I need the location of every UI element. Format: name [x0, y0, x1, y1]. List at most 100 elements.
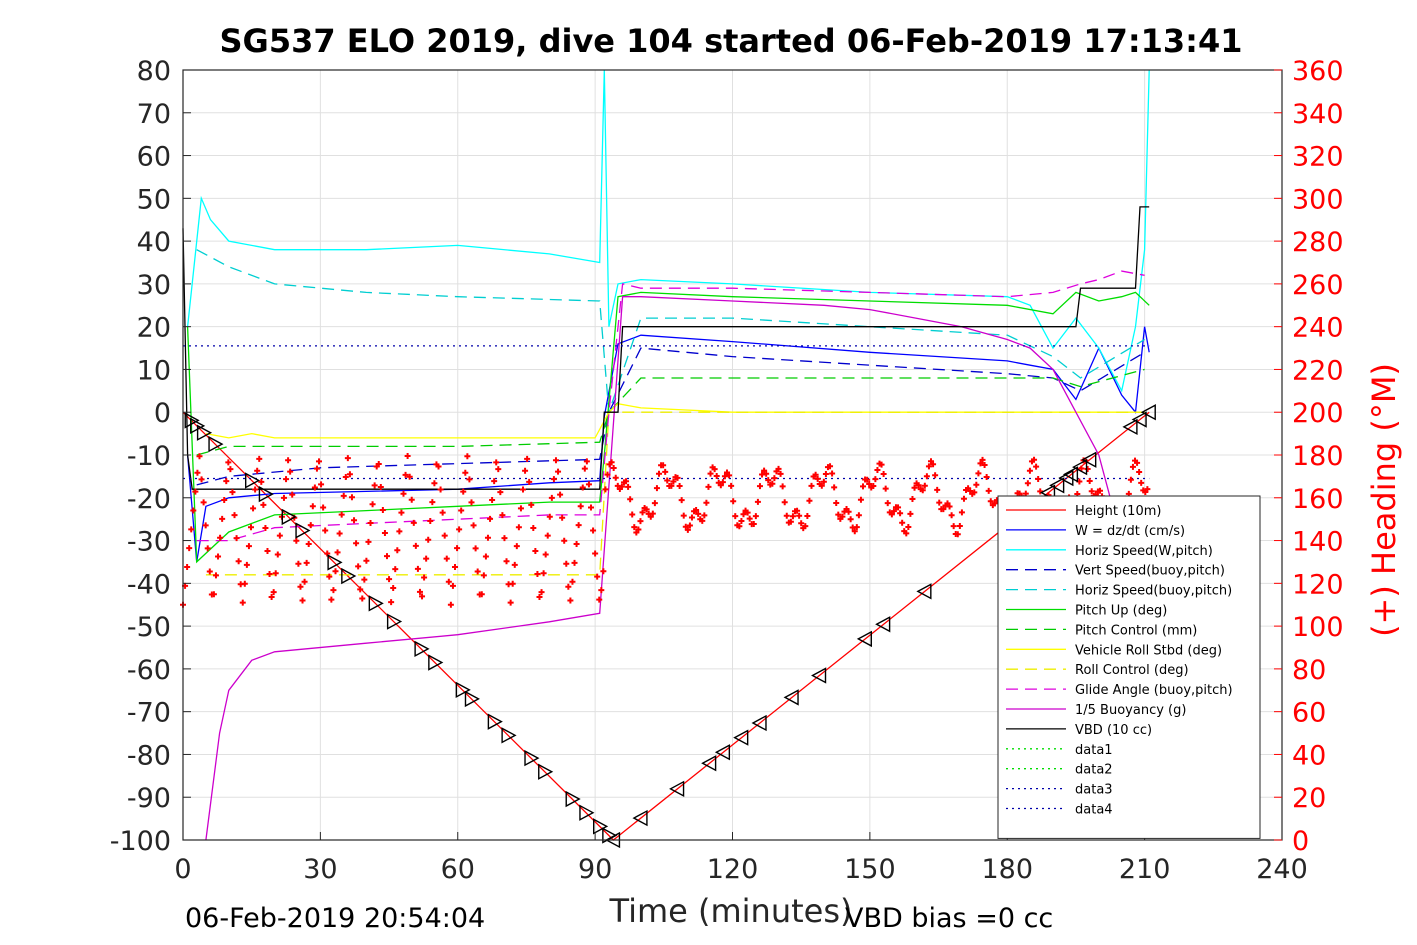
heading-marker	[796, 512, 803, 519]
attitude-marker	[244, 472, 261, 489]
heading-marker	[198, 476, 205, 483]
heading-marker	[548, 494, 555, 501]
heading-marker	[520, 486, 527, 493]
heading-marker	[231, 512, 238, 519]
heading-marker	[598, 587, 605, 594]
heading-marker	[493, 459, 500, 466]
heading-marker	[445, 578, 452, 585]
heading-marker	[682, 523, 689, 530]
heading-marker	[384, 553, 391, 560]
heading-marker	[979, 456, 986, 463]
heading-marker	[761, 467, 768, 474]
attitude-marker	[327, 554, 343, 571]
y-tick-label: 20	[137, 313, 171, 344]
heading-marker	[740, 511, 747, 518]
heading-marker	[864, 476, 871, 483]
attitude-marker	[208, 435, 224, 453]
heading-marker	[184, 564, 191, 571]
heading-marker	[377, 483, 384, 490]
heading-marker	[552, 457, 559, 464]
series-layer	[182, 69, 1150, 841]
attitude-marker	[524, 749, 540, 767]
heading-marker	[775, 465, 782, 472]
right-tick-label: 40	[1292, 740, 1326, 771]
heading-marker	[297, 583, 304, 590]
heading-marker	[787, 518, 794, 525]
y-tick-label: -90	[127, 783, 171, 814]
legend-entry: Pitch Control (mm)	[1075, 623, 1197, 638]
attitude-marker	[593, 818, 609, 835]
heading-marker	[480, 572, 487, 579]
heading-marker	[985, 487, 992, 494]
heading-marker	[361, 576, 368, 583]
attitude-marker	[341, 567, 357, 585]
heading-marker	[919, 487, 926, 494]
heading-marker	[386, 576, 393, 583]
legend-entry: Glide Angle (buoy,pitch)	[1075, 683, 1233, 698]
heading-marker	[944, 500, 951, 507]
series-line-3	[196, 347, 1145, 486]
heading-marker	[567, 597, 574, 604]
heading-marker	[252, 486, 259, 493]
heading-marker	[932, 472, 939, 479]
heading-marker	[752, 513, 759, 520]
heading-marker	[412, 542, 419, 549]
heading-marker	[431, 480, 438, 487]
heading-marker	[452, 564, 459, 571]
heading-marker	[449, 582, 456, 589]
heading-marker	[258, 478, 265, 485]
heading-marker	[233, 535, 240, 542]
attitude-markers	[184, 404, 1156, 849]
heading-marker	[693, 507, 700, 514]
heading-marker	[923, 473, 930, 480]
heading-marker	[348, 494, 355, 501]
heading-marker	[711, 466, 718, 473]
attitude-marker	[811, 667, 827, 684]
heading-marker	[623, 478, 630, 485]
heading-marker	[779, 483, 786, 490]
heading-marker	[402, 471, 409, 478]
heading-marker	[487, 515, 494, 522]
attitude-marker	[464, 690, 480, 708]
heading-marker	[857, 496, 864, 503]
heading-marker	[608, 459, 615, 466]
heading-marker	[351, 517, 358, 524]
heading-marker	[581, 465, 588, 472]
heading-marker	[829, 470, 836, 477]
heading-marker	[596, 596, 603, 603]
heading-marker	[497, 489, 504, 496]
heading-marker	[272, 570, 279, 577]
attitude-marker	[669, 780, 685, 797]
heading-marker	[414, 565, 421, 572]
heading-marker	[890, 508, 897, 515]
heading-marker	[470, 522, 477, 529]
heading-marker	[464, 453, 471, 460]
heading-marker	[336, 530, 343, 537]
attitude-marker	[1131, 411, 1147, 428]
attitude-marker	[1072, 458, 1088, 476]
heading-marker	[656, 470, 663, 477]
heading-marker	[311, 484, 318, 491]
heading-marker	[866, 481, 873, 488]
heading-marker	[802, 523, 809, 530]
heading-marker	[435, 463, 442, 470]
heading-marker	[538, 589, 545, 596]
heading-marker	[563, 560, 570, 567]
attitude-marker	[783, 689, 799, 706]
heading-marker	[534, 571, 541, 578]
heading-marker	[381, 530, 388, 537]
heading-marker	[342, 473, 349, 480]
series-line-4	[196, 249, 1145, 413]
heading-marker	[660, 462, 667, 469]
heading-marker	[884, 500, 891, 507]
y-tick-label: 80	[137, 56, 171, 87]
heading-marker	[664, 477, 671, 484]
y-tick-label: 70	[137, 99, 171, 130]
attitude-marker	[414, 640, 430, 658]
attitude-marker	[258, 485, 274, 503]
heading-marker	[627, 496, 634, 503]
right-tick-label: 340	[1292, 99, 1344, 130]
heading-marker	[651, 500, 658, 507]
heading-marker	[604, 471, 611, 478]
legend-entry: data2	[1075, 763, 1113, 778]
